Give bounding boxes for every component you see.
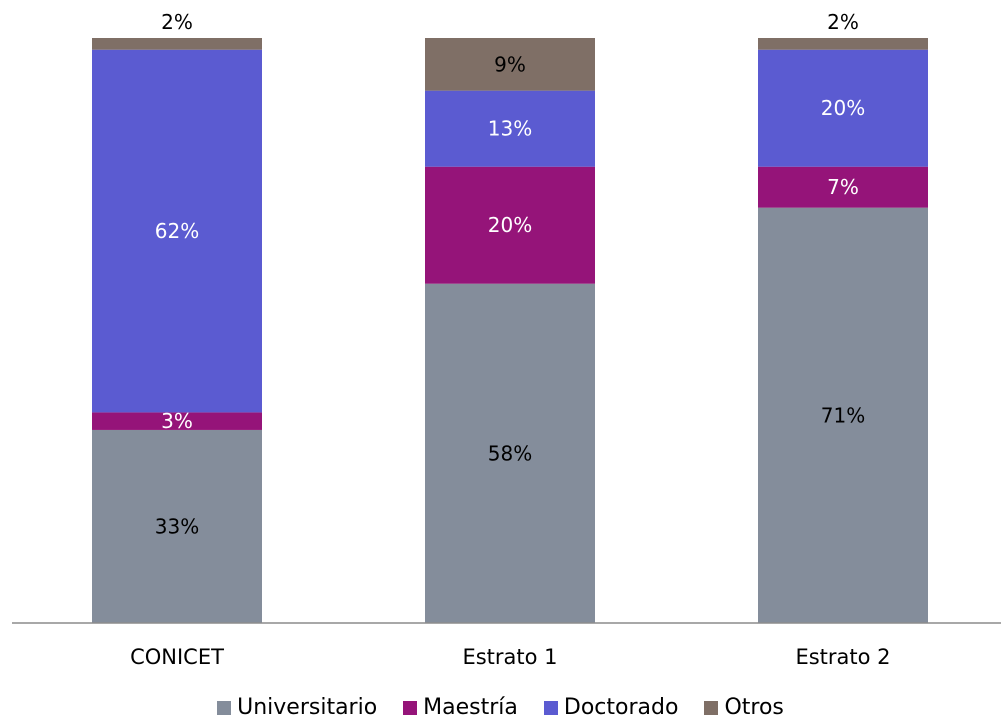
bar-segment-doctorado-conicet [92,49,262,413]
legend-label: Universitario [237,695,378,720]
legend-swatch [217,700,232,715]
bar-segment-otros-estrato-2 [758,38,928,50]
data-label: 2% [161,10,193,34]
bar-segment-universitario-conicet [92,429,262,623]
data-label: 58% [488,441,532,465]
category-label: Estrato 2 [795,645,890,669]
data-label: 9% [494,52,526,76]
data-label: 20% [821,96,865,120]
data-label: 62% [155,219,199,243]
legend-item: Universitario [217,695,377,720]
data-label: 71% [821,403,865,427]
category-label: CONICET [130,645,224,669]
bar-segment-universitario-estrato-1 [425,283,595,623]
legend: Universitario Maestría Doctorado Otros [0,695,1001,720]
data-label: 2% [827,10,859,34]
legend-item: Maestría [403,695,518,720]
data-labels-group: 33% 3% 62% 2% 58% 20% 13% 9% 71% 7% 20% 2% [155,10,865,538]
bar-segment-maestr-a-estrato-1 [425,166,595,284]
data-label: 13% [488,117,532,141]
legend-item: Otros [704,695,784,720]
bar-segment-otros-estrato-1 [425,38,595,91]
stacked-bar-chart: 33% 3% 62% 2% 58% 20% 13% 9% 71% 7% 20% 2% CONICET E… [12,10,1001,669]
data-label: 7% [827,175,859,199]
bar-segment-maestr-a-conicet [92,412,262,430]
bar-segment-otros-conicet [92,38,262,50]
legend-swatch [403,700,418,715]
legend-label: Otros [724,695,784,720]
data-label: 3% [161,409,193,433]
category-label: Estrato 1 [462,645,557,669]
bar-segment-doctorado-estrato-1 [425,90,595,167]
legend-label: Doctorado [563,695,679,720]
bar-segment-doctorado-estrato-2 [758,49,928,167]
legend-label: Maestría [423,695,518,720]
data-label: 20% [488,213,532,237]
legend-item: Doctorado [543,695,679,720]
bar-segment-maestr-a-estrato-2 [758,166,928,208]
legend-swatch [543,700,558,715]
bar-segment-universitario-estrato-2 [758,207,928,623]
data-label: 33% [155,514,199,538]
category-labels-group: CONICET Estrato 1 Estrato 2 [130,645,890,669]
legend-swatch [704,700,719,715]
bars-group [92,38,928,623]
